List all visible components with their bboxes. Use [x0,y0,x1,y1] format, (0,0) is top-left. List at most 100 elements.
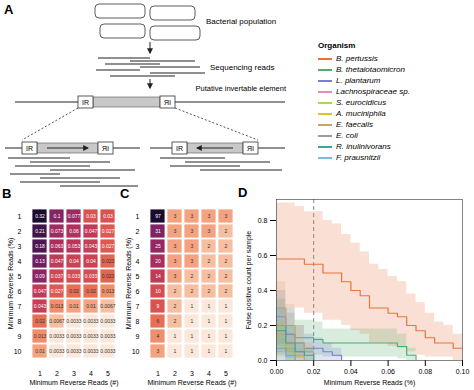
svg-text:6: 6 [18,288,22,295]
svg-text:1: 1 [191,318,194,324]
svg-text:3: 3 [190,370,194,377]
svg-text:1: 1 [191,333,194,339]
svg-text:3: 3 [191,213,194,219]
svg-text:10: 10 [155,288,161,294]
svg-text:0.037: 0.037 [51,273,64,279]
svg-text:2: 2 [208,243,211,249]
svg-text:0.047: 0.047 [85,228,98,234]
svg-text:0.0033: 0.0033 [100,348,116,354]
svg-text:3: 3 [208,228,211,234]
svg-text:0.09: 0.09 [35,273,45,279]
svg-text:6: 6 [136,288,140,295]
svg-text:1: 1 [18,213,22,220]
svg-text:0.04: 0.04 [86,258,96,264]
svg-text:0.6: 0.6 [258,252,268,259]
svg-text:False positive count per sampl: False positive count per sample [245,231,253,330]
svg-text:8: 8 [18,318,22,325]
svg-text:0.0033: 0.0033 [100,333,116,339]
svg-text:3: 3 [174,213,177,219]
svg-text:5: 5 [136,273,140,280]
svg-text:0.027: 0.027 [102,243,115,249]
svg-text:2: 2 [174,318,177,324]
svg-text:2: 2 [174,303,177,309]
svg-text:0.4: 0.4 [258,287,268,294]
svg-text:0.18: 0.18 [35,243,45,249]
svg-text:0.043: 0.043 [34,303,47,309]
svg-text:0.10: 0.10 [456,368,470,375]
svg-text:3: 3 [191,243,194,249]
svg-text:1: 1 [225,318,228,324]
svg-text:0.03: 0.03 [86,213,96,219]
svg-text:IR: IR [247,145,254,152]
svg-text:0.32: 0.32 [35,213,45,219]
svg-text:3: 3 [208,213,211,219]
svg-text:0.06: 0.06 [381,368,395,375]
svg-text:3: 3 [191,258,194,264]
svg-text:0.047: 0.047 [34,288,47,294]
svg-text:1: 1 [225,333,228,339]
svg-text:2: 2 [225,243,228,249]
svg-text:0.01: 0.01 [86,303,96,309]
svg-text:0.00: 0.00 [270,368,284,375]
svg-text:97: 97 [155,213,161,219]
svg-text:25: 25 [155,243,161,249]
svg-text:1: 1 [136,213,140,220]
svg-text:1: 1 [174,348,177,354]
svg-text:0.0033: 0.0033 [49,333,65,339]
svg-text:4: 4 [136,258,140,265]
svg-text:0.0067: 0.0067 [100,303,116,309]
svg-text:Putative invertable element: Putative invertable element [196,84,287,93]
svg-text:0.13: 0.13 [35,258,45,264]
svg-text:0.06: 0.06 [69,228,79,234]
svg-text:0.0033: 0.0033 [66,333,82,339]
svg-text:0.2: 0.2 [258,322,268,329]
svg-text:0.0033: 0.0033 [83,348,99,354]
svg-text:0.013: 0.013 [102,288,115,294]
svg-text:5: 5 [18,273,22,280]
svg-text:9: 9 [157,303,160,309]
svg-text:0.02: 0.02 [307,368,321,375]
svg-text:3: 3 [191,228,194,234]
svg-text:0.0033: 0.0033 [83,333,99,339]
svg-text:2: 2 [225,273,228,279]
svg-text:0.033: 0.033 [85,273,98,279]
svg-text:4: 4 [157,333,160,339]
svg-text:0.8: 0.8 [258,217,268,224]
svg-text:0.023: 0.023 [102,273,115,279]
svg-text:1: 1 [156,370,160,377]
svg-text:7: 7 [136,303,140,310]
svg-text:0.1: 0.1 [54,213,61,219]
svg-text:3: 3 [174,243,177,249]
svg-text:31: 31 [155,228,161,234]
svg-text:IR: IR [26,145,33,152]
svg-text:1: 1 [191,303,194,309]
svg-text:0.073: 0.073 [51,228,64,234]
svg-text:0.027: 0.027 [51,288,64,294]
svg-text:0.027: 0.027 [102,228,115,234]
svg-text:IR: IR [176,145,183,152]
svg-text:1: 1 [208,303,211,309]
svg-text:Minimum Reverse Reads (%): Minimum Reverse Reads (%) [7,238,15,329]
svg-text:0.03: 0.03 [103,213,113,219]
svg-text:Minimum Reverse Reads (#): Minimum Reverse Reads (#) [29,379,118,387]
svg-text:Minimum Reverse Reads (%): Minimum Reverse Reads (%) [125,238,133,329]
svg-text:0.033: 0.033 [68,273,81,279]
svg-text:0.02: 0.02 [69,288,79,294]
svg-text:0.02: 0.02 [35,318,45,324]
svg-text:2: 2 [225,228,228,234]
svg-text:1: 1 [225,303,228,309]
svg-text:5: 5 [106,370,110,377]
svg-text:Sequencing reads: Sequencing reads [210,63,275,72]
svg-text:0.02: 0.02 [86,288,96,294]
svg-text:10: 10 [132,348,140,355]
svg-text:0.0067: 0.0067 [49,318,65,324]
svg-text:1: 1 [208,348,211,354]
svg-text:Minimum Reverse Reads (#): Minimum Reverse Reads (#) [147,379,236,387]
svg-text:3: 3 [174,273,177,279]
svg-text:0.077: 0.077 [68,213,81,219]
svg-text:8: 8 [136,318,140,325]
svg-text:0.21: 0.21 [35,228,45,234]
svg-text:2: 2 [225,258,228,264]
svg-text:3: 3 [136,243,140,250]
svg-text:4: 4 [207,370,211,377]
